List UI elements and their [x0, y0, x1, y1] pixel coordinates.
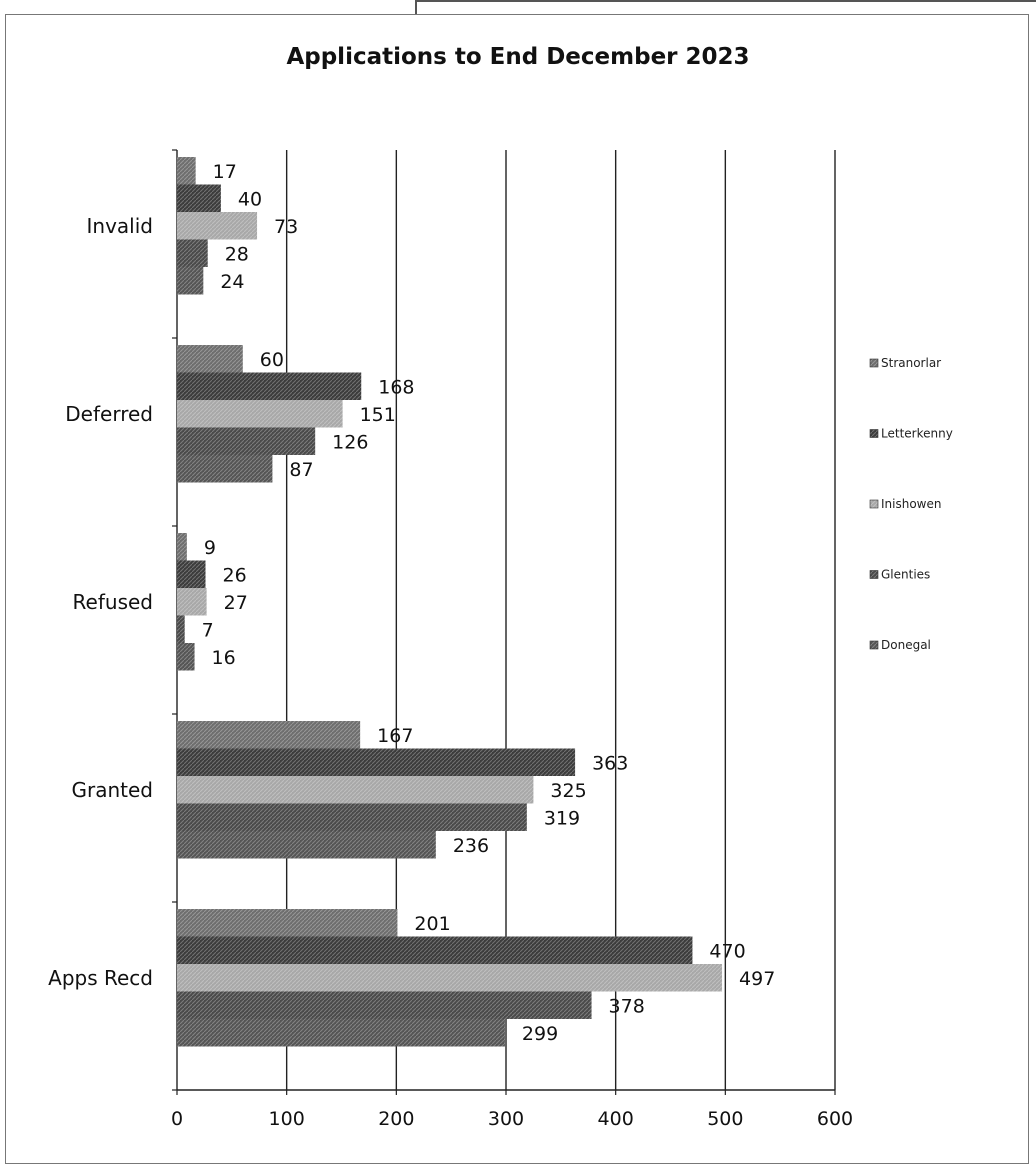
bar: [177, 748, 576, 776]
bar: [177, 936, 693, 964]
bar: [177, 776, 534, 804]
data-label: 167: [377, 725, 413, 747]
data-label: 470: [709, 940, 745, 962]
top-border-line: [415, 0, 1036, 2]
bar: [177, 212, 258, 240]
bar: [177, 991, 592, 1019]
bar: [177, 184, 221, 212]
data-label: 7: [202, 619, 214, 641]
bar: [177, 157, 196, 185]
data-label: 497: [739, 968, 775, 990]
data-label: 126: [332, 431, 368, 453]
data-label: 24: [220, 271, 244, 293]
data-label: 16: [212, 647, 236, 669]
bar: [177, 239, 208, 267]
bar: [177, 643, 195, 671]
category-label: Apps Recd: [48, 966, 153, 990]
legend-label: Letterkenny: [881, 427, 953, 441]
bar: [177, 615, 185, 643]
legend-swatch: [869, 499, 879, 509]
data-label: 363: [592, 752, 628, 774]
bar: [177, 803, 527, 831]
x-tick-label: 300: [488, 1108, 524, 1130]
x-tick-label: 100: [269, 1108, 305, 1130]
x-tick-label: 0: [171, 1108, 183, 1130]
bar: [177, 909, 398, 937]
x-tick-label: 200: [378, 1108, 414, 1130]
data-label: 28: [225, 243, 249, 265]
data-label: 168: [378, 376, 414, 398]
category-label: Refused: [73, 590, 153, 614]
bar: [177, 1019, 505, 1047]
data-label: 299: [522, 1023, 558, 1045]
bar: [177, 588, 207, 616]
bar: [177, 427, 316, 455]
data-label: 26: [223, 564, 247, 586]
bar: [177, 400, 343, 428]
x-tick-label: 500: [707, 1108, 743, 1130]
legend-label: Stranorlar: [881, 356, 941, 370]
data-label: 9: [204, 537, 216, 559]
data-label: 319: [544, 807, 580, 829]
bar: [177, 560, 206, 588]
data-label: 378: [609, 995, 645, 1017]
legend-swatch: [869, 570, 879, 579]
data-label: 17: [213, 161, 237, 183]
chart-title: Applications to End December 2023: [286, 44, 750, 70]
bar: [177, 267, 204, 295]
legend-swatch: [869, 640, 879, 650]
data-label: 151: [360, 404, 396, 426]
bar: [177, 964, 723, 992]
top-border-tick: [415, 0, 417, 14]
category-label: Deferred: [65, 402, 153, 426]
legend-label: Inishowen: [881, 497, 941, 511]
data-label: 73: [274, 216, 298, 238]
bar: [177, 345, 243, 373]
category-label: Invalid: [87, 214, 153, 238]
data-label: 40: [238, 188, 262, 210]
legend-swatch: [869, 358, 879, 368]
x-tick-label: 400: [598, 1108, 634, 1130]
bar: [177, 533, 187, 561]
data-label: 87: [289, 459, 313, 481]
bar: [177, 455, 273, 483]
data-label: 325: [550, 780, 586, 802]
data-label: 236: [453, 835, 489, 857]
legend-swatch: [869, 429, 879, 438]
category-label: Granted: [72, 778, 154, 802]
x-tick-label: 600: [817, 1108, 853, 1130]
data-label: 60: [260, 349, 284, 371]
bar: [177, 721, 361, 749]
legend-label: Glenties: [881, 568, 930, 582]
bar: [177, 831, 436, 859]
data-label: 201: [414, 913, 450, 935]
data-label: 27: [224, 592, 248, 614]
bar: [177, 372, 362, 400]
legend-label: Donegal: [881, 638, 931, 652]
